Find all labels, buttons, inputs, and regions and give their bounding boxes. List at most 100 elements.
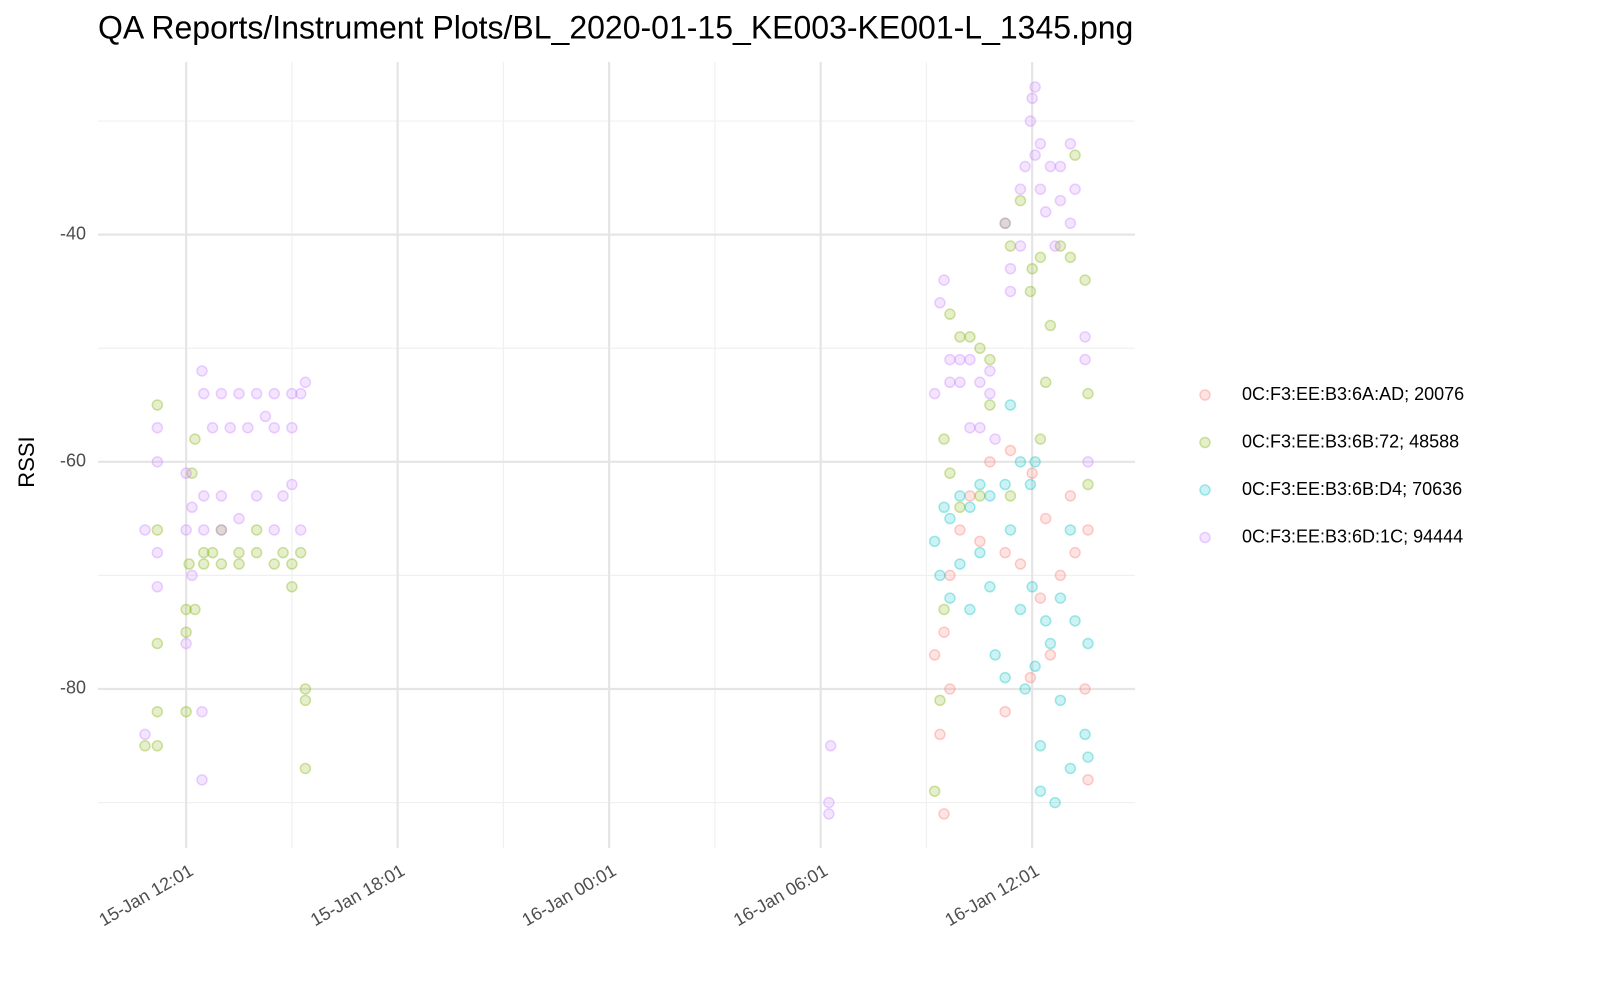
point: [928, 649, 941, 661]
point: [189, 433, 201, 445]
point: [1004, 444, 1017, 457]
point: [189, 603, 201, 616]
point: [999, 546, 1011, 559]
point: [934, 694, 946, 707]
point: [233, 558, 245, 570]
point: [1054, 194, 1067, 207]
point: [299, 376, 312, 389]
legend-label: 0C:F3:EE:B3:6A:AD; 20076: [1242, 384, 1464, 404]
point: [250, 387, 263, 400]
point: [250, 490, 263, 502]
legend-label: 0C:F3:EE:B3:6B:72; 48588: [1242, 431, 1459, 451]
point: [1029, 81, 1041, 93]
y-tick-label: -40: [60, 223, 86, 243]
point: [1014, 603, 1027, 616]
point: [1004, 490, 1017, 502]
point: [180, 626, 192, 638]
point: [286, 581, 298, 593]
point: [1004, 262, 1017, 275]
point: [151, 581, 164, 593]
point: [1029, 149, 1041, 161]
point: [1039, 512, 1052, 525]
point: [954, 501, 966, 513]
point: [1014, 558, 1027, 570]
point: [139, 740, 151, 752]
point: [974, 535, 986, 548]
point: [151, 637, 164, 650]
point: [151, 546, 164, 559]
point: [1044, 160, 1057, 173]
point: [1054, 569, 1067, 582]
point: [1069, 149, 1081, 161]
point: [215, 490, 228, 502]
point: [1029, 660, 1041, 673]
point: [989, 433, 1001, 445]
legend-marker: [1199, 389, 1211, 401]
point: [1039, 206, 1052, 218]
legend-label: 0C:F3:EE:B3:6B:D4; 70636: [1242, 479, 1462, 499]
point: [934, 297, 946, 309]
point: [215, 558, 228, 570]
point: [294, 387, 307, 400]
legend-marker: [1199, 436, 1211, 449]
point: [1034, 183, 1047, 195]
legend-label: 0C:F3:EE:B3:6D:1C; 94444: [1242, 526, 1463, 546]
point: [151, 740, 164, 752]
point: [1039, 376, 1052, 389]
point: [954, 490, 966, 502]
point: [1049, 796, 1061, 809]
point: [268, 387, 281, 400]
point: [242, 421, 254, 434]
point: [1014, 456, 1027, 468]
point: [1079, 353, 1091, 366]
point: [823, 808, 835, 820]
point: [268, 558, 281, 570]
point: [999, 478, 1011, 491]
point: [938, 274, 950, 286]
point: [198, 387, 210, 400]
point: [999, 217, 1011, 230]
point: [934, 728, 946, 741]
legend: 0C:F3:EE:B3:6A:AD; 20076 0C:F3:EE:B3:6B:7…: [1199, 384, 1464, 546]
point: [250, 524, 263, 536]
point: [286, 558, 298, 570]
point: [1064, 762, 1077, 775]
point: [1024, 115, 1037, 127]
point: [294, 546, 307, 559]
point: [944, 376, 956, 389]
point: [215, 524, 228, 536]
point: [198, 558, 210, 570]
point: [1082, 524, 1094, 536]
point: [1004, 285, 1017, 298]
point: [1079, 683, 1091, 695]
point: [1034, 251, 1047, 264]
point: [954, 331, 966, 343]
point: [964, 490, 976, 502]
point: [984, 365, 996, 377]
point: [934, 569, 946, 582]
point: [151, 421, 164, 434]
point: [286, 478, 298, 491]
point: [183, 558, 195, 570]
point: [139, 728, 151, 741]
point: [206, 546, 219, 559]
point: [206, 421, 219, 434]
point: [999, 705, 1011, 718]
x-tick-label: 16-Jan 12:01: [942, 860, 1043, 930]
point: [989, 649, 1001, 661]
point: [186, 569, 198, 582]
point: [974, 490, 986, 502]
point: [964, 331, 976, 343]
y-axis-label: RSSI: [14, 436, 39, 487]
point: [277, 546, 289, 559]
point: [180, 603, 192, 616]
point: [964, 353, 976, 366]
point: [974, 478, 986, 491]
point: [233, 387, 245, 400]
point: [823, 796, 835, 809]
point: [1024, 478, 1037, 491]
point: [1034, 785, 1047, 797]
point: [1034, 138, 1047, 150]
point: [1026, 262, 1038, 275]
